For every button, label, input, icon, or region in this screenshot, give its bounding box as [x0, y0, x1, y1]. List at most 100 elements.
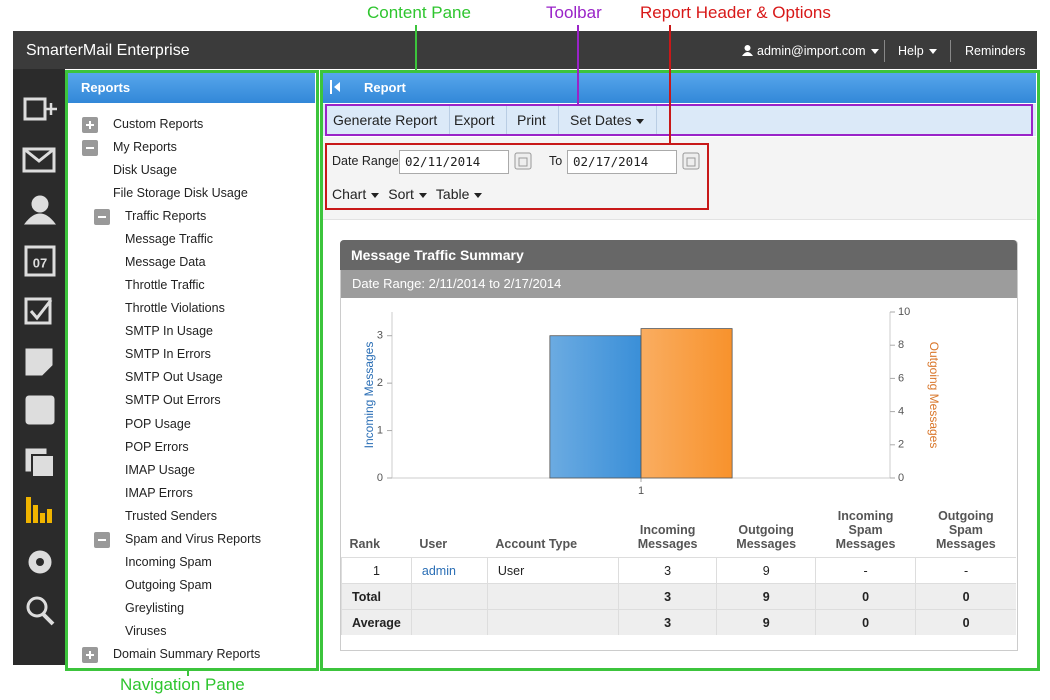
notes-icon[interactable] [25, 348, 53, 376]
tree-toggle[interactable] [82, 117, 98, 133]
cell-text: 0 [962, 615, 970, 630]
toolbar-outline [325, 104, 1033, 136]
contacts-icon[interactable] [31, 195, 49, 213]
caret [474, 192, 483, 198]
navigation-pane [67, 72, 315, 666]
tasks-icon[interactable] [24, 297, 52, 325]
nav-item[interactable]: IMAP Errors [125, 485, 193, 500]
collapse-icon[interactable] [330, 80, 344, 94]
minus-sign [98, 216, 106, 219]
cell-text: - [964, 563, 969, 578]
content-title: Report [364, 80, 406, 95]
nav-item[interactable]: File Storage Disk Usage [113, 186, 248, 201]
nav-item[interactable]: SMTP Out Usage [125, 370, 223, 385]
nav-item[interactable]: Outgoing Spam [125, 577, 212, 592]
nav-item[interactable]: IMAP Usage [125, 462, 195, 477]
table-cell: admin [410, 557, 488, 584]
table-cell: 9 [716, 583, 816, 610]
content-outline [320, 70, 1040, 671]
menu-label[interactable]: Sort [388, 186, 414, 202]
cell-text: 3 [664, 563, 672, 578]
nav-item[interactable]: POP Errors [125, 439, 189, 454]
nav-item[interactable]: SMTP In Errors [125, 347, 211, 362]
x-tick-label: 1 [638, 485, 644, 497]
nav-item[interactable]: Throttle Traffic [125, 278, 205, 293]
menu-label[interactable]: Chart [332, 186, 367, 202]
toolbar-button[interactable]: Set Dates [558, 105, 658, 135]
calendar-button[interactable] [682, 152, 700, 170]
callout-line [415, 25, 417, 70]
nav-item[interactable]: Trusted Senders [125, 508, 217, 523]
tree-toggle[interactable] [82, 646, 98, 663]
nav-item[interactable]: POP Usage [125, 416, 191, 431]
nav-item[interactable]: Message Data [125, 255, 206, 270]
toolbar-button[interactable]: Print [505, 105, 559, 135]
nav-item[interactable]: SMTP In Usage [125, 324, 214, 339]
navigation-outline [65, 70, 319, 671]
caret [928, 49, 937, 55]
cell-text: - [863, 563, 868, 578]
user-name[interactable]: admin@import.com [757, 44, 866, 58]
nav-item[interactable]: Greylisting [125, 600, 185, 615]
plus-sign [89, 650, 91, 659]
option-menu[interactable]: Table [435, 186, 483, 202]
nav-item[interactable]: My Reports [113, 140, 177, 155]
help-menu[interactable]: Help [898, 44, 937, 58]
nav-item[interactable]: Incoming Spam [125, 554, 212, 569]
table-header-row: Rank User Account Type Incoming Messages Out… [342, 505, 1017, 558]
options-outline [325, 143, 709, 210]
nav-item[interactable]: Domain Summary Reports [113, 646, 261, 661]
separator [884, 40, 885, 62]
summary-row: Total 3 9 0 0 [341, 583, 1016, 610]
nav-item[interactable]: Viruses [125, 623, 167, 638]
toolbar-button[interactable]: Generate Report [326, 105, 451, 135]
reports-icon[interactable] [26, 497, 52, 523]
annotation: Report Header & Options [640, 3, 831, 22]
nav-item[interactable]: Throttle Violations [125, 301, 225, 316]
help-label[interactable]: Help [898, 44, 924, 58]
button-label[interactable]: Print [517, 112, 546, 128]
calendar-button[interactable] [514, 152, 532, 170]
y-tick-label: 3 [377, 330, 383, 342]
compose-icon[interactable] [23, 97, 47, 121]
table-cell [486, 609, 619, 635]
nav-item[interactable]: Message Traffic [125, 232, 214, 247]
button-label[interactable]: Set Dates [570, 112, 632, 128]
option-menu[interactable]: Sort [388, 186, 427, 202]
mail-icon[interactable] [22, 147, 56, 173]
y2-tick-label: 6 [898, 372, 904, 384]
nav-item[interactable]: Traffic Reports [125, 209, 207, 224]
axis-title: Outgoing Messages [927, 342, 941, 449]
option-menu[interactable]: Chart [332, 186, 380, 202]
start-date-input[interactable]: 02/11/2014 [399, 150, 509, 174]
minus-sign [86, 147, 94, 150]
column-header: Rank [349, 537, 381, 551]
nav-item[interactable]: SMTP Out Errors [125, 393, 221, 408]
nav-item[interactable]: Spam and Virus Reports [125, 531, 261, 546]
axis-title: Incoming Messages [362, 342, 376, 449]
content-header [322, 72, 1036, 103]
table-cell: 0 [814, 583, 916, 610]
table-cell: - [915, 557, 1016, 584]
nav-item[interactable]: Disk Usage [113, 163, 177, 178]
column-header: Outgoing Spam Messages [935, 509, 996, 551]
button-label[interactable]: Generate Report [333, 112, 438, 128]
calendar-icon[interactable] [24, 245, 56, 277]
button-label[interactable]: Export [454, 112, 495, 128]
app-title: SmarterMail Enterprise [26, 42, 190, 59]
nav-item[interactable]: Custom Reports [113, 117, 204, 131]
reminders[interactable]: Reminders [965, 44, 1026, 58]
rss-icon[interactable] [25, 395, 55, 425]
end-date-input[interactable]: 02/17/2014 [567, 150, 677, 174]
toolbar-button[interactable]: Export [442, 105, 508, 135]
tree-toggle[interactable] [94, 531, 110, 548]
user-link[interactable]: admin [421, 563, 456, 578]
search-icon[interactable] [26, 596, 48, 618]
user-menu[interactable]: admin@import.com [757, 44, 879, 58]
card-title: Message Traffic Summary [340, 240, 1017, 270]
tree-toggle[interactable] [94, 209, 110, 226]
menu-label[interactable]: Table [435, 186, 470, 202]
tree-toggle[interactable] [82, 140, 98, 157]
option-menus: Chart Sort Table [332, 186, 491, 202]
